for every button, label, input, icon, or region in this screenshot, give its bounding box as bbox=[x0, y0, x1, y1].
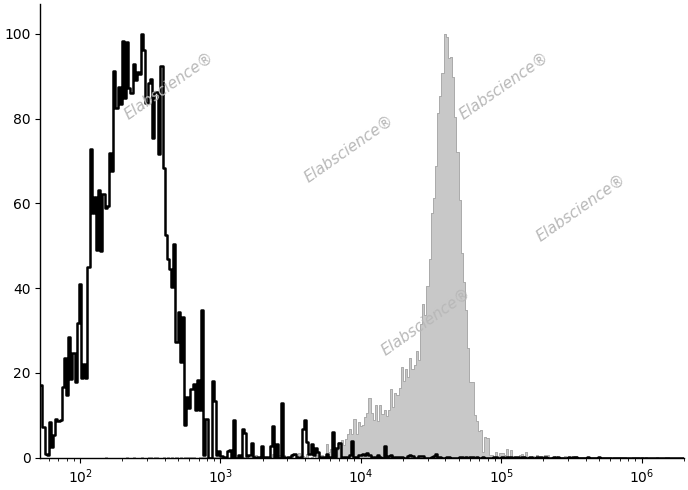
Text: Elabscience®: Elabscience® bbox=[122, 49, 217, 122]
Text: Elabscience®: Elabscience® bbox=[533, 172, 628, 245]
Text: Elabscience®: Elabscience® bbox=[301, 113, 397, 186]
Text: Elabscience®: Elabscience® bbox=[456, 49, 551, 122]
Text: Elabscience®: Elabscience® bbox=[379, 285, 474, 358]
